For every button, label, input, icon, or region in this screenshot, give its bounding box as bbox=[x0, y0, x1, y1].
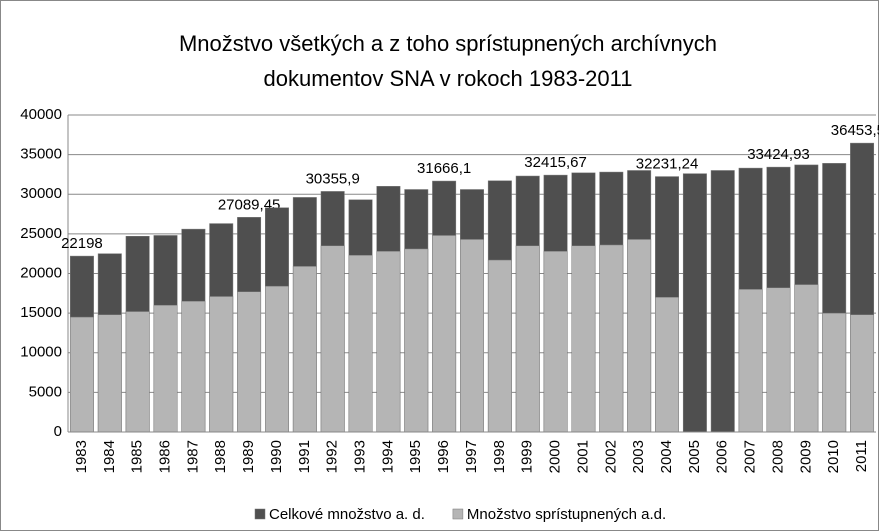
data-label: 30355,9 bbox=[306, 170, 360, 187]
data-label: 31666,1 bbox=[417, 160, 471, 177]
bar bbox=[181, 300, 206, 433]
chart-title: Množstvo všetkých a z toho sprístupnenýc… bbox=[179, 31, 717, 56]
x-tick-label: 2008 bbox=[769, 440, 786, 473]
x-tick-label: 2002 bbox=[602, 440, 619, 473]
bar bbox=[627, 239, 652, 433]
data-label: 36453,56 bbox=[831, 122, 879, 139]
bar bbox=[432, 235, 457, 433]
x-tick-label: 2000 bbox=[547, 440, 564, 473]
bar bbox=[460, 239, 484, 433]
x-tick-label: 1996 bbox=[435, 440, 452, 473]
x-tick-label: 1984 bbox=[101, 440, 118, 473]
bar bbox=[515, 245, 540, 433]
bar bbox=[822, 312, 847, 433]
bar bbox=[682, 173, 707, 433]
legend-label: Množstvo sprístupnených a.d. bbox=[467, 506, 666, 523]
bar bbox=[794, 284, 819, 433]
x-tick-label: 2009 bbox=[797, 440, 814, 473]
x-tick-label: 2005 bbox=[686, 440, 703, 473]
x-tick-label: 1995 bbox=[407, 440, 424, 473]
bar bbox=[209, 296, 234, 433]
x-tick-label: 1983 bbox=[73, 440, 90, 473]
legend-swatch bbox=[254, 508, 266, 520]
bar bbox=[766, 287, 791, 433]
y-tick-label: 10000 bbox=[20, 344, 62, 361]
y-tick-label: 30000 bbox=[20, 185, 62, 202]
bar bbox=[738, 289, 763, 433]
bar bbox=[320, 245, 345, 433]
x-tick-label: 1993 bbox=[352, 440, 369, 473]
x-tick-label: 1989 bbox=[240, 440, 257, 473]
x-tick-label: 2001 bbox=[574, 440, 591, 473]
x-tick-label: 2011 bbox=[853, 440, 870, 472]
x-tick-label: 1987 bbox=[184, 440, 201, 473]
x-tick-label: 1985 bbox=[129, 440, 146, 473]
y-tick-label: 20000 bbox=[20, 264, 62, 281]
x-tick-label: 1986 bbox=[156, 440, 173, 473]
x-tick-label: 1991 bbox=[296, 440, 313, 473]
bar bbox=[710, 170, 735, 433]
x-tick-label: 1992 bbox=[324, 440, 341, 473]
x-tick-label: 1994 bbox=[379, 440, 396, 473]
bar bbox=[655, 297, 679, 433]
chart-title: dokumentov SNA v rokoch 1983-2011 bbox=[264, 66, 633, 91]
legend-swatch bbox=[452, 508, 464, 520]
bar bbox=[487, 259, 512, 433]
x-tick-label: 2007 bbox=[742, 440, 759, 473]
y-tick-label: 0 bbox=[54, 423, 62, 440]
x-tick-label: 2003 bbox=[630, 440, 647, 473]
y-tick-label: 25000 bbox=[20, 225, 62, 242]
x-tick-label: 1997 bbox=[463, 440, 480, 473]
data-label: 22198 bbox=[61, 235, 103, 252]
bar bbox=[376, 251, 401, 433]
bar bbox=[265, 285, 289, 433]
x-tick-label: 2010 bbox=[825, 440, 842, 473]
bar bbox=[850, 314, 875, 433]
x-tick-label: 1999 bbox=[519, 440, 536, 473]
data-label: 33424,93 bbox=[747, 146, 810, 163]
data-label: 32415,67 bbox=[524, 154, 587, 171]
data-label: 27089,45 bbox=[218, 196, 281, 213]
x-tick-label: 1990 bbox=[268, 440, 285, 473]
y-tick-label: 40000 bbox=[20, 106, 62, 123]
bar bbox=[69, 316, 94, 433]
bar bbox=[97, 314, 122, 433]
bar bbox=[125, 311, 150, 433]
bar bbox=[571, 245, 596, 433]
data-label: 32231,24 bbox=[636, 156, 699, 173]
bar bbox=[237, 291, 262, 433]
x-tick-label: 2006 bbox=[714, 440, 731, 473]
y-tick-label: 35000 bbox=[20, 146, 62, 163]
x-tick-label: 1998 bbox=[491, 440, 508, 473]
bar bbox=[153, 304, 178, 433]
y-tick-label: 5000 bbox=[29, 383, 62, 400]
y-tick-label: 15000 bbox=[20, 304, 62, 321]
bar bbox=[543, 251, 568, 433]
legend-label: Celkové množstvo a. d. bbox=[269, 506, 425, 523]
bar bbox=[348, 255, 373, 433]
x-tick-label: 1988 bbox=[212, 440, 229, 473]
x-tick-label: 2004 bbox=[658, 440, 675, 473]
bar bbox=[404, 248, 429, 433]
bar bbox=[599, 244, 624, 433]
bar bbox=[292, 266, 317, 433]
